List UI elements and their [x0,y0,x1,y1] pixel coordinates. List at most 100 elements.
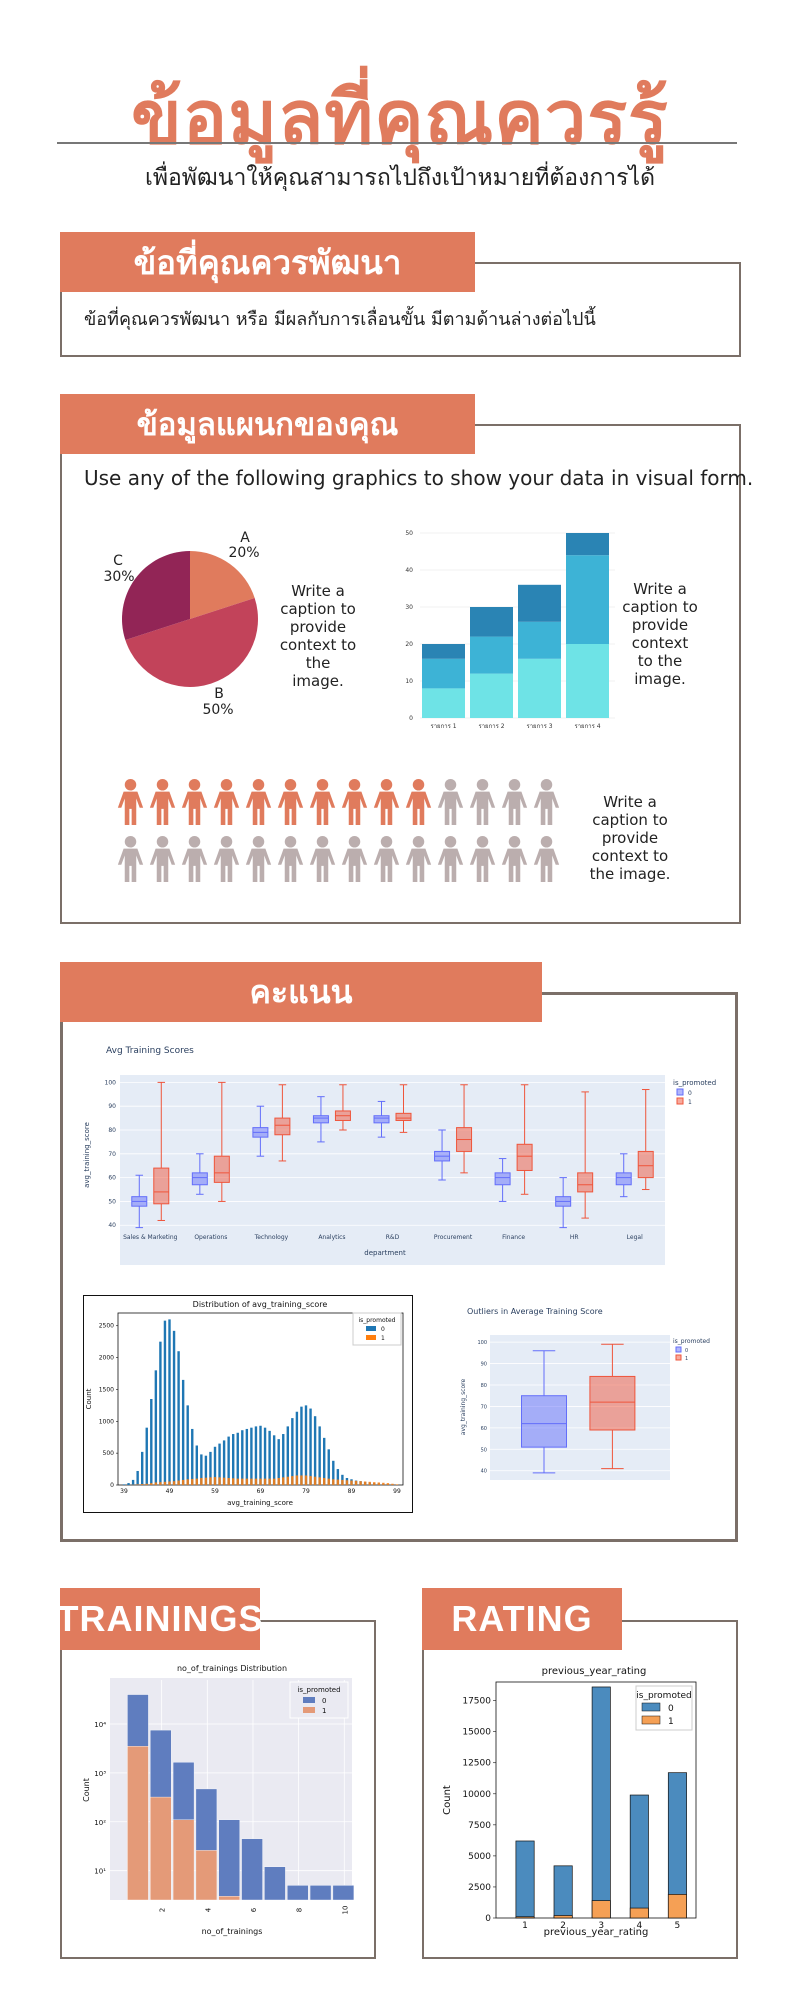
outliers-ytick: 70 [481,1404,487,1410]
hist-bar-1 [254,1478,258,1485]
box-dept-ylabel: avg_training_score [83,1122,91,1188]
trainings-xtick: 6 [250,1907,258,1912]
rating-xtick: 2 [560,1921,566,1931]
trainings-ytick: 10³ [94,1770,106,1778]
hist-bar-1 [236,1478,239,1485]
box-plot-outliers: Outliers in Average Training Score 40 50 6… [460,1307,710,1480]
hist-bar-1 [150,1483,153,1485]
trainings-xtick: 10 [341,1906,349,1915]
person-icon [245,779,272,825]
person-icon [469,779,496,825]
stacked-bar-segment [566,644,609,718]
hist-bar-1 [163,1481,167,1485]
rating-bar-1 [629,1907,649,1919]
person-icon [277,836,304,882]
hist-legend-1: 1 [381,1335,385,1342]
hist-bar-1 [250,1478,253,1485]
stacked-bar-chart: 0 10 20 30 40 50 รายการ 1 รายการ 2 รายการ 3 รายกา… [405,530,615,730]
page-subtitle: เพื่อพัฒนาให้คุณสามารถไปถึงเป้าหมายที่ต้… [144,165,656,191]
outliers-ytick: 80 [481,1383,487,1389]
person-icon [405,836,432,882]
hist-bar-1 [168,1481,171,1485]
stacked-bar-segment [566,533,609,556]
hist-bar-1 [327,1478,330,1485]
hist-bar-0 [336,1469,340,1485]
section-score-heading: คะแนน [60,962,542,1022]
rating-bar-0 [553,1865,573,1919]
hist-bar-1 [332,1479,335,1485]
hist-title: Distribution of avg_training_score [193,1300,328,1309]
hist-bar-1 [145,1483,148,1485]
stacked-xtick: รายการ 1 [430,723,456,730]
box-dept-ytick: 100 [105,1079,117,1086]
trainings-xlabel: no_of_trainings [202,1927,263,1936]
outliers-ytick: 50 [481,1447,487,1453]
hist-bar-0 [218,1443,221,1485]
pictogram-caption: Write a caption to provide context to th… [589,793,671,883]
hist-bar-0 [168,1319,171,1485]
person-icon [341,779,368,825]
outliers-box-1 [589,1375,636,1431]
trainings-bar-1 [150,1796,172,1901]
hist-bar-1 [309,1476,312,1485]
rating-ylabel: Count [442,1785,453,1815]
pie-slice-a [190,551,255,619]
stacked-ytick: 0 [409,715,413,722]
stacked-ytick: 10 [405,678,413,685]
box-dept-ytick: 40 [108,1222,116,1229]
person-icon [373,779,400,825]
hist-bar-1 [373,1482,376,1485]
trainings-legend-0: 0 [322,1697,326,1705]
stacked-bar-segment [518,621,561,659]
person-icon [117,836,144,882]
trainings-bar-1 [218,1896,240,1901]
hist-xtick: 89 [348,1488,356,1495]
hist-bar-1 [395,1484,399,1485]
stacked-bar-segment [518,584,561,622]
pie-label-b-name: B [214,686,224,702]
hist-bar-0 [172,1330,176,1485]
hist-legend-0: 0 [381,1326,385,1333]
hist-ytick: 1500 [99,1386,114,1393]
trainings-bar-1 [195,1850,218,1901]
hist-bar-1 [354,1480,358,1485]
rating-bar-0 [591,1686,611,1919]
person-icon [117,779,144,825]
hist-bar-0 [250,1427,253,1485]
trainings-bar-0 [218,1819,240,1901]
trainings-bar-1 [172,1819,195,1901]
hist-bar-0 [200,1454,203,1485]
hist-bar-0 [259,1425,262,1485]
trainings-bar-0 [241,1838,263,1901]
trainings-legend: is_promoted 0 1 [289,1681,349,1719]
stacked-bar-segment [470,607,513,637]
box-dept-ytick: 50 [108,1198,116,1205]
box-dept-box-0 [312,1115,329,1124]
hist-bar-1 [272,1478,276,1485]
hist-ytick: 1000 [99,1418,114,1425]
rating-legend: is_promoted 0 1 [635,1685,693,1731]
hist-bar-0 [282,1434,285,1485]
pie-slice-c [121,551,190,641]
rating-legend-title: is_promoted [636,1691,691,1701]
hist-bar-0 [327,1449,330,1485]
trainings-ytick: 10² [94,1819,106,1827]
hist-bar-1 [291,1476,294,1485]
trainings-bar-0 [264,1866,286,1901]
stacked-xtick: รายการ 3 [526,723,552,730]
hist-bar-1 [195,1478,198,1485]
section-improve-heading: ข้อที่คุณควรพัฒนา [60,232,475,292]
hist-bar-1 [391,1483,394,1485]
box-dept-title: Avg Training Scores [106,1046,194,1056]
hist-xtick: 79 [302,1488,310,1495]
hist-bar-1 [209,1477,212,1485]
rating-xtick: 5 [675,1921,681,1931]
box-dept-box-0 [373,1115,390,1124]
hist-bar-1 [263,1478,267,1485]
pie-chart: A 20% C 30% B 50% [103,530,259,718]
histogram-avg-score: Distribution of avg_training_score 0 500 1… [83,1295,413,1513]
trainings-legend-1: 1 [322,1707,326,1715]
hist-bar-1 [323,1477,326,1485]
rating-ytick: 17500 [462,1697,491,1707]
person-icon [341,836,368,882]
